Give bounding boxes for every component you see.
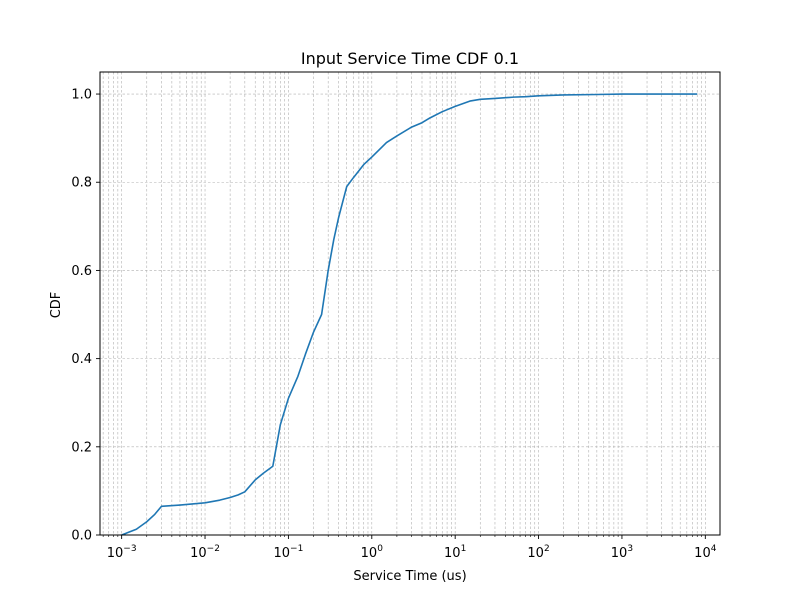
y-tick-label: 0.4 xyxy=(71,352,92,367)
x-tick-label: 102 xyxy=(527,544,549,561)
y-axis-ticks: 0.0 0.2 0.4 0.6 0.8 1.0 xyxy=(71,88,100,544)
x-tick-label: 100 xyxy=(361,544,384,561)
x-tick-label: 10−2 xyxy=(190,544,220,561)
y-axis-label: CDF xyxy=(49,292,64,319)
chart-title: Input Service Time CDF 0.1 xyxy=(301,49,519,68)
x-tick-label: 101 xyxy=(444,544,466,561)
cdf-series-line xyxy=(121,93,698,536)
x-axis-ticks: 10−3 10−2 10−1 100 101 102 103 104 xyxy=(102,535,717,561)
plot-area-frame xyxy=(99,71,721,536)
x-tick-label: 10−3 xyxy=(107,544,137,561)
grid-lines xyxy=(100,72,720,536)
x-tick-label: 104 xyxy=(694,544,717,561)
y-tick-label: 0.0 xyxy=(71,529,92,544)
y-tick-label: 0.6 xyxy=(71,264,92,279)
y-tick-label: 1.0 xyxy=(71,88,92,103)
x-axis-label: Service Time (us) xyxy=(353,569,466,584)
x-tick-label: 103 xyxy=(611,544,633,561)
x-tick-label: 10−1 xyxy=(273,544,303,561)
y-tick-label: 0.2 xyxy=(71,440,92,455)
y-tick-label: 0.8 xyxy=(71,176,92,191)
